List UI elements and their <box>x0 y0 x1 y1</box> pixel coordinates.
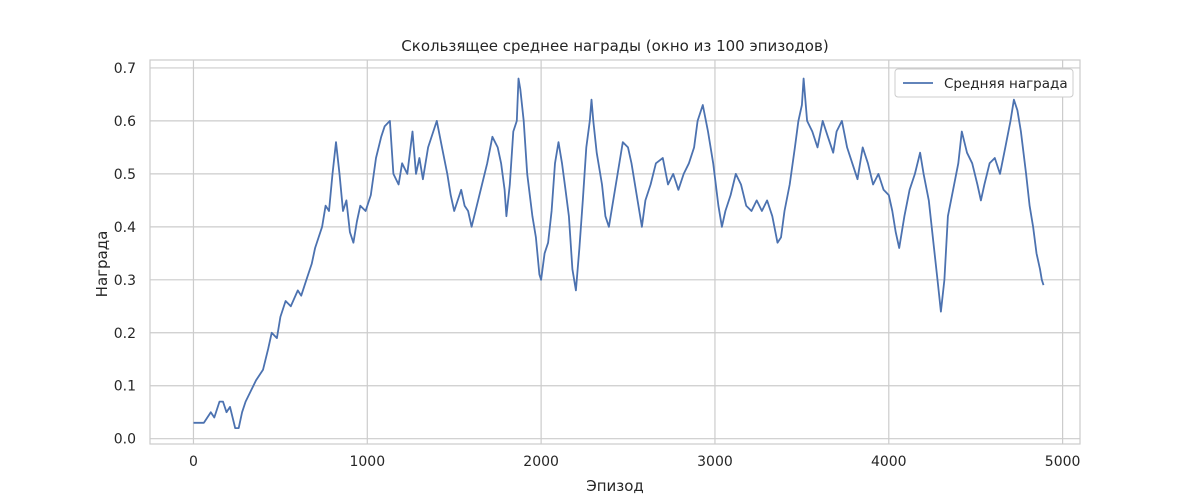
y-tick-label: 0.4 <box>114 220 136 236</box>
legend: Средняя награда <box>894 68 1074 98</box>
y-tick-label: 0.1 <box>114 379 136 395</box>
y-axis-title: Награда <box>93 231 111 298</box>
chart-title: Скользящее среднее награды (окно из 100 … <box>401 37 828 55</box>
legend-box <box>894 68 1074 98</box>
grid-layer <box>150 60 1080 444</box>
y-tick-label: 0.0 <box>114 432 136 448</box>
series-layer <box>193 77 1045 429</box>
y-tick-label: 0.6 <box>114 114 136 130</box>
y-tick-label: 0.5 <box>114 167 136 183</box>
x-tick-labels: 0 1000 2000 3000 4000 5000 <box>189 454 1080 470</box>
x-tick-label: 3000 <box>697 454 733 470</box>
x-tick-label: 1000 <box>349 454 385 470</box>
legend-label: Средняя награда <box>944 76 1068 92</box>
y-tick-label: 0.7 <box>114 61 136 77</box>
y-tick-label: 0.3 <box>114 273 136 289</box>
x-axis-title: Эпизод <box>586 477 644 495</box>
y-tick-labels: 0.0 0.1 0.2 0.3 0.4 0.5 0.6 0.7 <box>114 61 136 448</box>
x-tick-label: 2000 <box>523 454 559 470</box>
x-tick-label: 5000 <box>1045 454 1081 470</box>
x-tick-label: 0 <box>189 454 198 470</box>
x-tick-label: 4000 <box>871 454 907 470</box>
y-tick-label: 0.2 <box>114 326 136 342</box>
series-line <box>193 77 1045 429</box>
plot-area-frame <box>149 59 1081 445</box>
